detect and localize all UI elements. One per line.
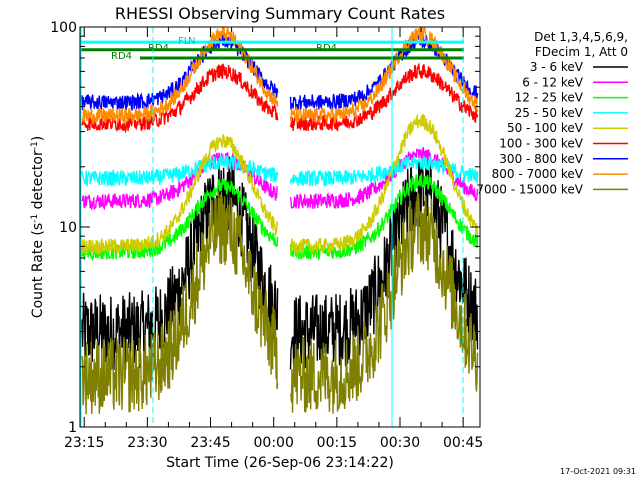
series-3-6-keV [81, 156, 479, 371]
series-line-segment [289, 113, 479, 255]
y-tick-label: 10 [59, 220, 77, 236]
footer-date: 17-Oct-2021 09:31 [560, 467, 636, 476]
legend-label: 12 - 25 keV [515, 91, 584, 105]
y-tick-label: 1 [68, 420, 77, 436]
series-50-100-keV [81, 113, 479, 256]
legend-label: 7000 - 15000 keV [476, 182, 583, 196]
chart-title: RHESSI Observing Summary Count Rates [115, 4, 445, 23]
x-tick-label: 23:30 [127, 435, 167, 451]
annotation-n: N [188, 36, 195, 47]
legend-label: 25 - 50 keV [515, 106, 584, 120]
annotation-rd4-a: RD4 [111, 51, 132, 62]
series-300-800-keV [81, 33, 479, 112]
x-tick-label: 00:15 [317, 435, 357, 451]
x-tick-label: 00:45 [443, 435, 483, 451]
series-100-300-keV [81, 62, 479, 134]
x-tick-label: 23:45 [190, 435, 230, 451]
series-line-segment [289, 62, 479, 132]
legend-label: 3 - 6 keV [530, 60, 584, 74]
legend-label: 50 - 100 keV [507, 121, 584, 135]
series-line-segment [81, 134, 279, 256]
x-axis-label: Start Time (26-Sep-06 23:14:22) [166, 455, 394, 471]
legend-header-line2: FDecim 1, Att 0 [535, 45, 628, 59]
series-line-segment [289, 171, 479, 260]
y-axis-label: Count Rate (s-1 detector-1) [30, 136, 46, 318]
y-tick-label: 100 [50, 20, 77, 36]
legend-label: 100 - 300 keV [499, 137, 583, 151]
x-tick-label: 23:15 [64, 435, 104, 451]
series-line-segment [289, 193, 479, 414]
series-line-segment [81, 63, 279, 134]
series-7000-15000-keV [81, 191, 479, 415]
series-line-segment [289, 34, 479, 111]
axis-layer: 23:15 23:30 23:45 00:00 00:15 00:30 00:45 1 10 10… [50, 20, 483, 451]
annotation-rd4-b: RD4 [148, 43, 169, 54]
legend-header-line1: Det 1,3,4,5,6,9, [534, 30, 628, 44]
series-layer [81, 26, 479, 415]
x-tick-label: 00:30 [380, 435, 420, 451]
series-line-segment [81, 191, 279, 415]
legend-label: 300 - 800 keV [499, 152, 583, 166]
series-line-segment [289, 27, 479, 124]
legend-label: 6 - 12 keV [522, 75, 584, 89]
annotation-rd4-c: RD4 [316, 43, 337, 54]
legend-label: 800 - 7000 keV [492, 167, 584, 181]
annotation-fl: FL [178, 36, 190, 47]
series-line-segment [289, 147, 479, 209]
x-tick-label: 00:00 [254, 435, 294, 451]
